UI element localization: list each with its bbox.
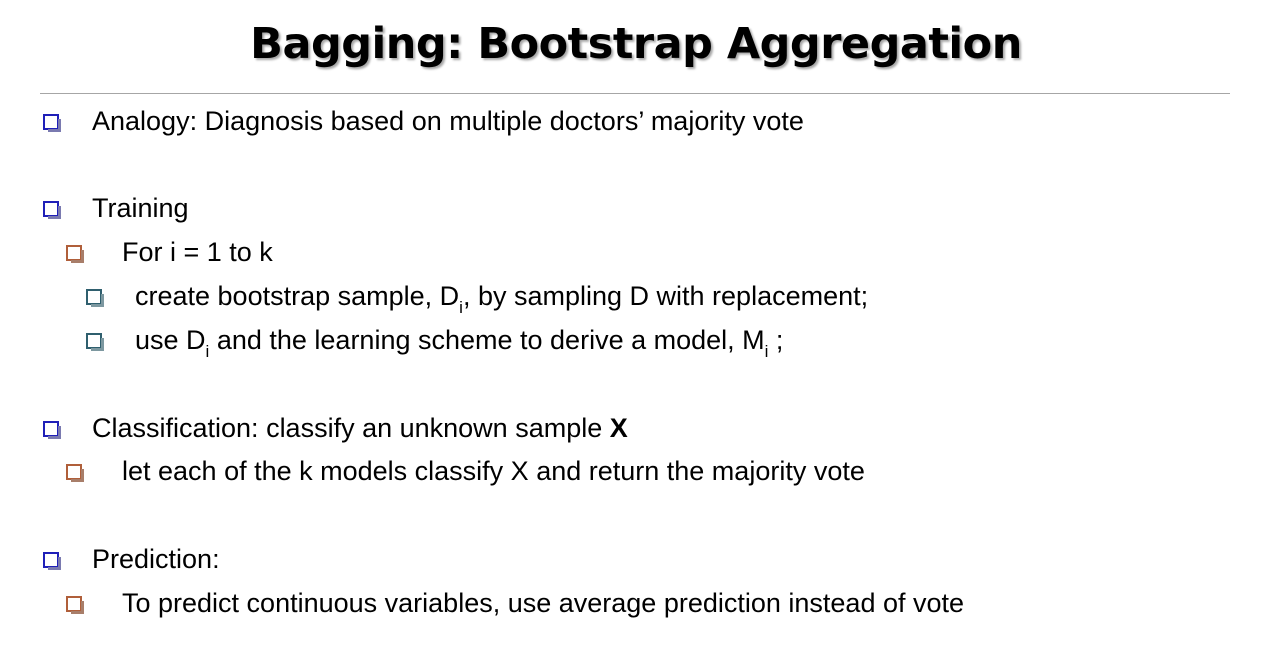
classification-text: Classification: classify an unknown samp… [92,413,610,443]
bullet-for-loop: For i = 1 to k [122,237,273,267]
bullet-classify-each: let each of the k models classify X and … [122,456,865,486]
subscript-i: i [205,342,210,361]
bullet-prediction: Prediction: [92,544,220,574]
bullet-predict-continuous: To predict continuous variables, use ave… [122,588,965,618]
square-bullet-icon [86,289,104,307]
derive-text-post: ; [768,325,784,355]
bullet-derive-model: use Di and the learning scheme to derive… [135,323,784,360]
bullet-training: Training [92,193,189,223]
sample-x: X [609,413,628,443]
square-bullet-icon [43,552,61,570]
square-bullet-icon [43,114,61,132]
square-bullet-icon [66,245,84,263]
subscript-i: i [459,298,463,317]
derive-text-pre: use D [135,325,206,355]
bullet-bootstrap-sample: create bootstrap sample, Di, by sampling… [135,279,869,316]
bullet-analogy: Analogy: Diagnosis based on multiple doc… [92,106,804,136]
bullet-classification: Classification: classify an unknown samp… [92,411,628,445]
square-bullet-icon [66,596,84,614]
square-bullet-icon [86,333,104,351]
derive-text-mid: and the learning scheme to derive a mode… [209,325,765,355]
slide-title: Bagging: Bootstrap Aggregation [250,19,1022,69]
square-bullet-icon [43,201,61,219]
square-bullet-icon [66,464,84,482]
title-divider [40,93,1230,94]
subscript-i: i [764,342,769,361]
bootstrap-text-pre: create bootstrap sample, D [135,281,460,311]
square-bullet-icon [43,421,61,439]
bootstrap-text-post: , by sampling D with replacement; [462,281,869,311]
